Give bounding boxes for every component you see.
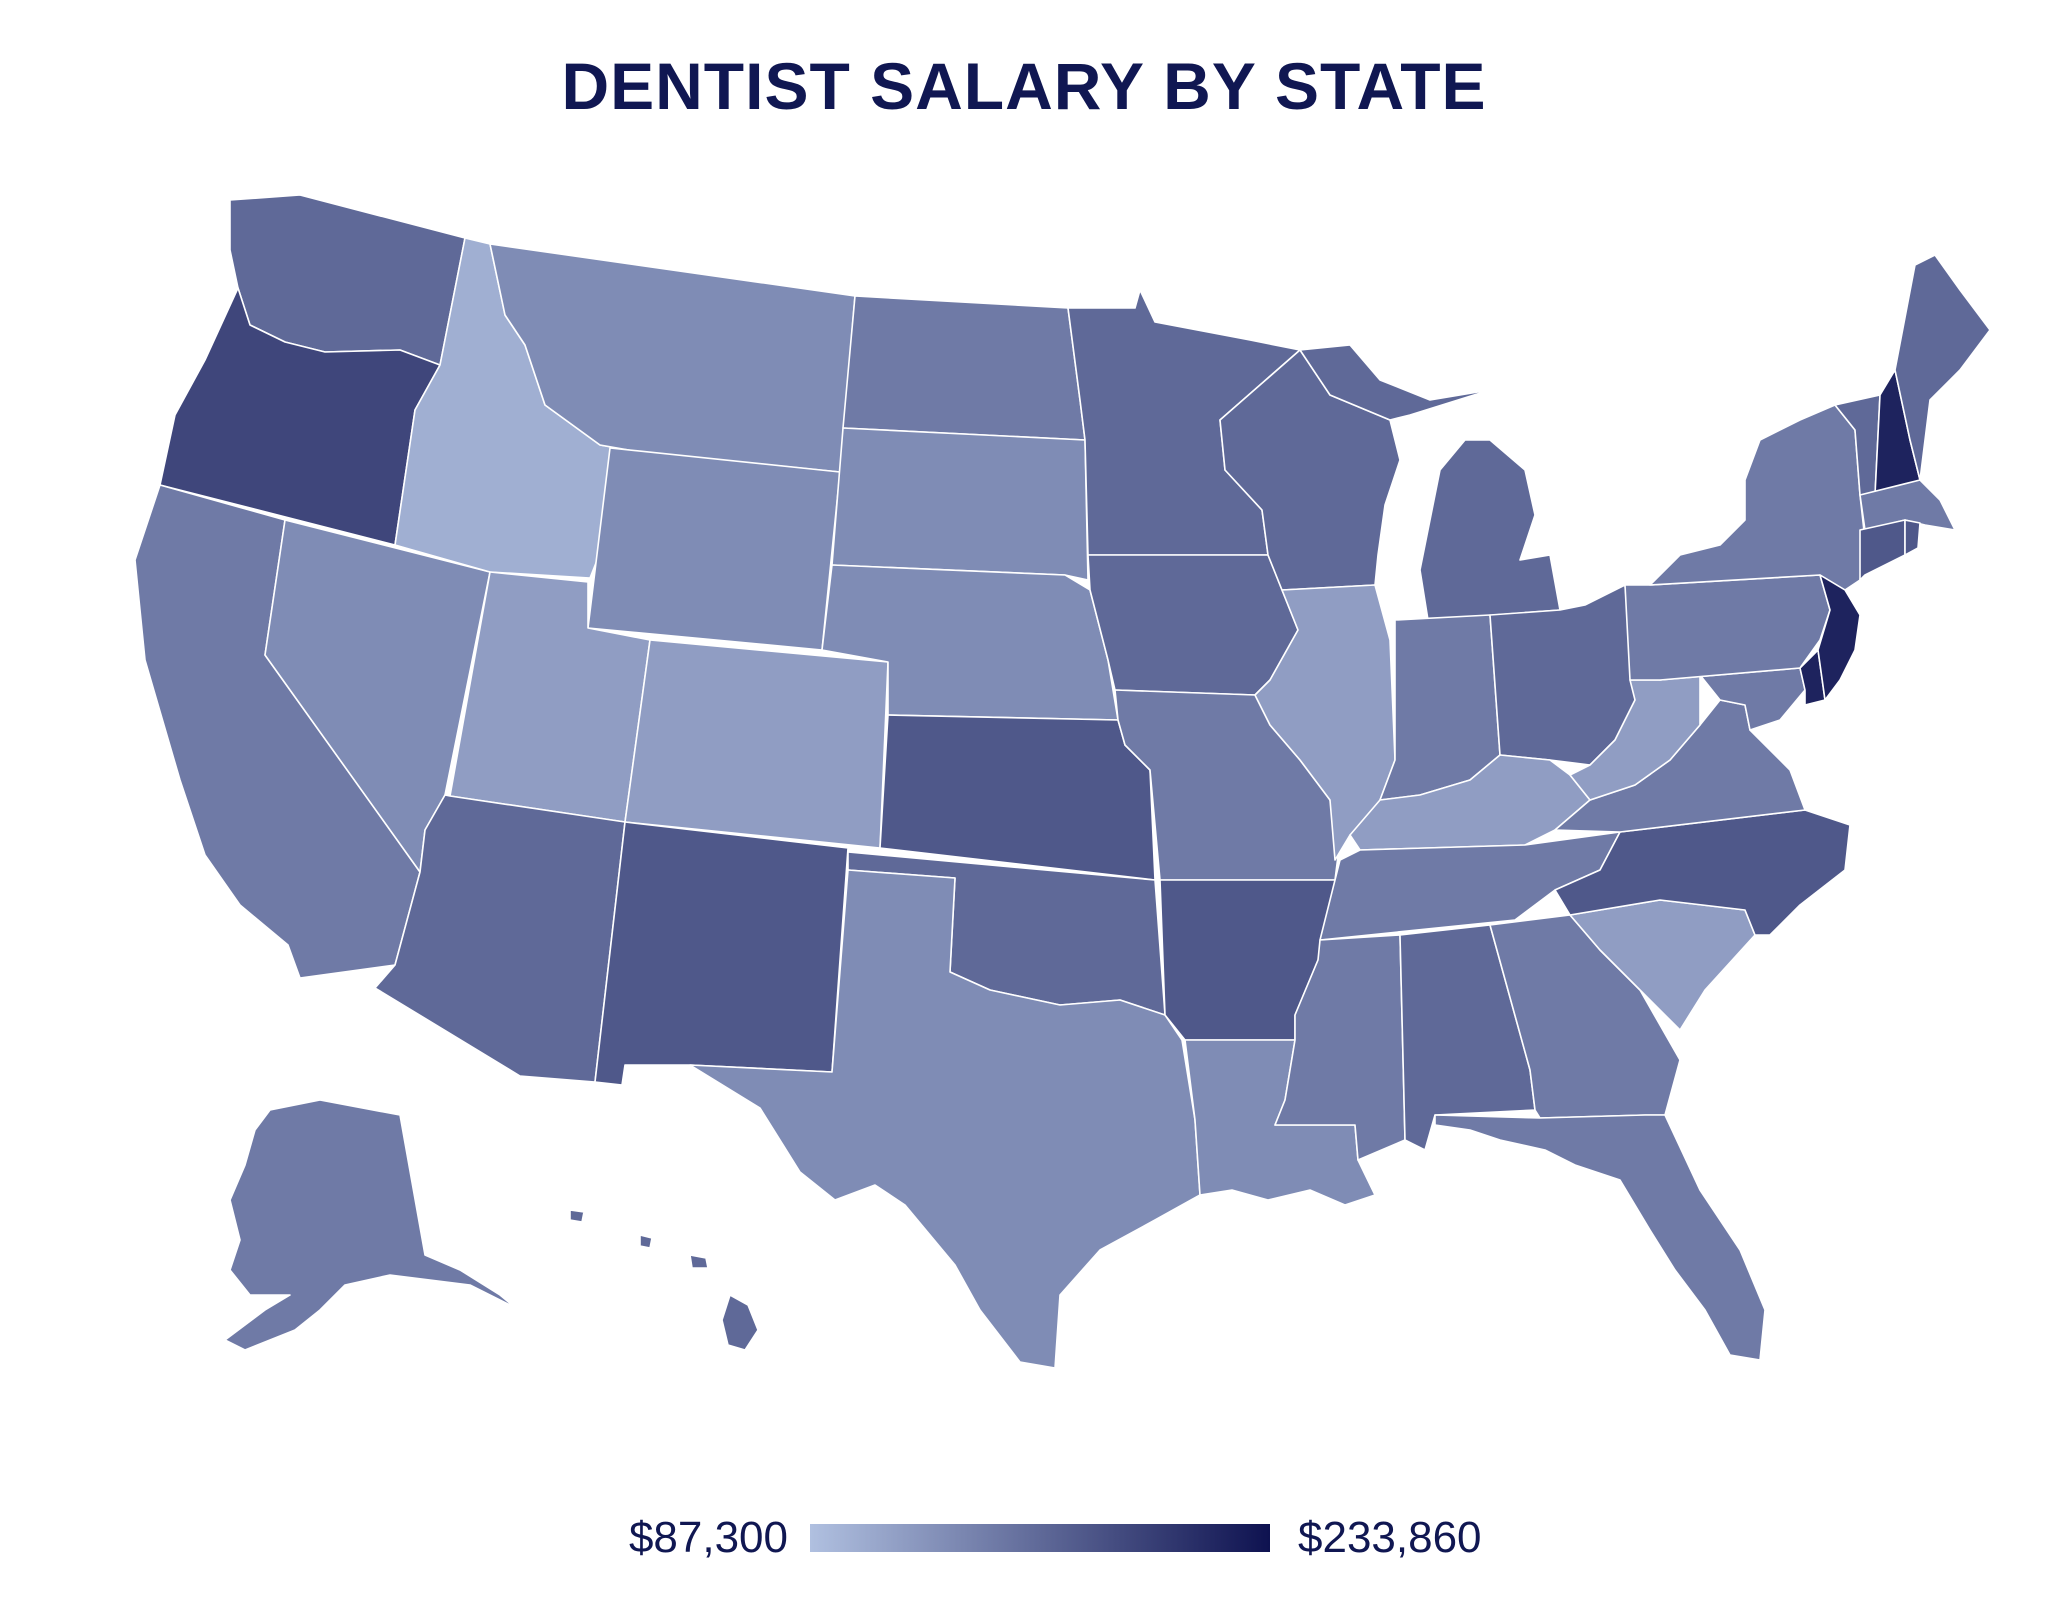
state-il [1254,584,1396,861]
state-ia [1087,554,1299,696]
legend-max-label: $233,860 [1298,1513,1482,1562]
state-ct [1859,519,1906,581]
state-de [1799,649,1826,706]
legend-min-label: $87,300 [628,1513,788,1562]
legend-color-scale [810,1524,1270,1552]
state-mi [1419,439,1561,621]
state-tx [689,869,1201,1369]
state-wy [587,447,841,651]
state-hi [569,1209,759,1351]
state-nd [842,295,1086,441]
state-pa [1624,574,1831,681]
state-ny [1649,404,1866,591]
state-nc [1554,809,1851,936]
state-ri [1904,519,1921,556]
state-ks [879,714,1156,881]
state-wv [1569,674,1701,801]
state-ak [224,1099,531,1351]
state-nj [1817,574,1861,701]
state-me [1894,254,1991,481]
state-co [624,639,889,849]
state-fl [1434,1114,1766,1361]
state-nm [594,821,849,1086]
map-title: DENTIST SALARY BY STATE [561,49,1487,123]
state-sd [831,427,1089,581]
state-mi-upper [1299,344,1491,421]
